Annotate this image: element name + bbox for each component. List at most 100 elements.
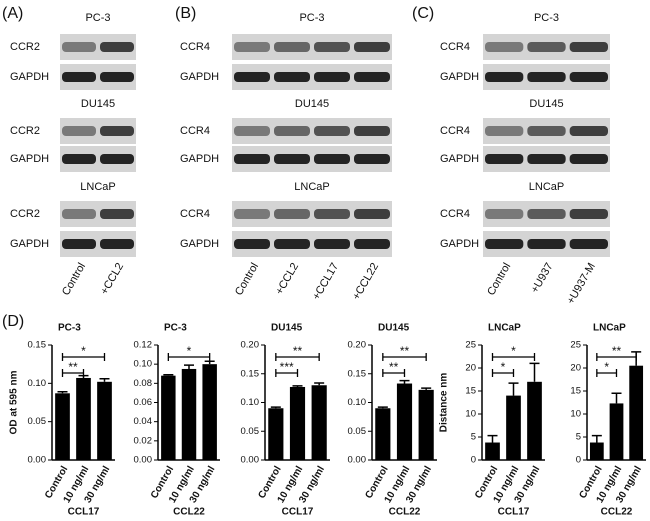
lane-label: Control <box>233 261 261 298</box>
y-tick-label: 0.00 <box>241 455 260 466</box>
significance-bracket <box>596 369 618 377</box>
blot-band <box>354 209 390 219</box>
chart-title: LNCaP <box>488 323 521 334</box>
significance-label: ** <box>68 360 78 374</box>
y-tick-label: 10 <box>465 409 476 420</box>
blot-band <box>62 209 96 219</box>
blot-band <box>527 42 566 52</box>
y-tick-label: 0.04 <box>134 416 153 427</box>
protein-label: CCR4 <box>440 41 470 53</box>
significance-label: * <box>604 360 609 374</box>
bar <box>485 442 500 460</box>
panel-label: (D) <box>2 313 24 330</box>
lane-label: +CCL2 <box>273 261 301 297</box>
blot-band <box>100 72 134 82</box>
lane-label: +U937 <box>529 261 556 295</box>
chart-title: DU145 <box>271 323 303 334</box>
significance-label: * <box>187 344 192 358</box>
protein-label: CCR4 <box>440 208 470 220</box>
chart-title: PC-3 <box>58 323 81 334</box>
significance-label: * <box>511 344 516 358</box>
x-axis-label: CCL22 <box>601 507 633 518</box>
y-tick-label: 0.10 <box>348 397 367 408</box>
error-bar <box>377 406 388 409</box>
cell-line-label: PC-3 <box>534 12 559 24</box>
blot-band <box>234 126 270 136</box>
y-axis-label: OD at 595 nm <box>9 370 20 434</box>
error-bar <box>163 373 174 376</box>
bar <box>202 364 217 460</box>
blot-band <box>234 154 270 164</box>
protein-label: GAPDH <box>440 238 479 250</box>
error-bar <box>421 387 432 390</box>
y-tick-label: 0.00 <box>134 455 153 466</box>
blot-band <box>100 126 134 136</box>
chart-title: DU145 <box>378 323 410 334</box>
blot-band <box>354 126 390 136</box>
y-tick-label: 20 <box>570 363 581 374</box>
error-bar <box>399 379 410 384</box>
bar <box>609 403 624 460</box>
protein-label: GAPDH <box>180 238 219 250</box>
lane-label: +CCL2 <box>98 261 126 297</box>
protein-label: GAPDH <box>180 71 219 83</box>
protein-label: GAPDH <box>10 153 49 165</box>
blot-band <box>100 154 134 164</box>
panel-label: (C) <box>412 5 434 22</box>
bar <box>589 442 604 460</box>
blot-band <box>274 239 310 249</box>
cell-line-label: DU145 <box>295 98 329 110</box>
blot-band <box>527 209 566 219</box>
blot-band <box>354 154 390 164</box>
blot-band <box>234 239 270 249</box>
error-bar <box>204 360 215 365</box>
bar <box>268 408 284 460</box>
blot-band <box>314 42 350 52</box>
protein-label: CCR2 <box>10 208 40 220</box>
lane-label: Control <box>485 261 513 298</box>
blot-band <box>274 154 310 164</box>
blot-band <box>100 42 134 52</box>
blot-band <box>354 72 390 82</box>
y-tick-label: 0.20 <box>348 340 367 351</box>
significance-label: ** <box>389 360 399 374</box>
cell-line-label: LNCaP <box>529 181 564 193</box>
blot-band <box>62 126 96 136</box>
protein-label: CCR4 <box>180 125 210 137</box>
blot-band <box>569 126 608 136</box>
error-bar <box>270 406 281 409</box>
y-tick-label: 0.05 <box>28 416 47 427</box>
significance-bracket <box>167 353 211 361</box>
blot-band <box>485 126 524 136</box>
blot-band <box>314 154 350 164</box>
blot-band <box>62 239 96 249</box>
significance-bracket <box>61 353 106 361</box>
panel-label: (A) <box>2 5 23 22</box>
blot-band <box>527 239 566 249</box>
blot-band <box>485 42 524 52</box>
significance-bracket <box>382 369 406 377</box>
significance-bracket <box>275 369 299 377</box>
y-tick-label: 0.06 <box>134 397 153 408</box>
y-axis-label: Distance nm <box>439 373 450 433</box>
y-tick-label: 25 <box>570 340 581 351</box>
cell-line-label: LNCaP <box>80 181 115 193</box>
error-bar <box>314 382 325 386</box>
y-tick-label: 25 <box>465 340 476 351</box>
bar <box>97 381 112 460</box>
cell-line-label: DU145 <box>529 98 563 110</box>
x-axis-label: CCL17 <box>282 507 314 518</box>
x-axis-label: CCL17 <box>68 507 100 518</box>
blot-band <box>569 154 608 164</box>
blot-band <box>485 72 524 82</box>
y-tick-label: 0.05 <box>241 426 260 437</box>
significance-bracket <box>596 353 637 361</box>
significance-label: ** <box>293 344 303 358</box>
blot-band <box>314 126 350 136</box>
blot-band <box>527 154 566 164</box>
panel-label: (B) <box>175 5 196 22</box>
bar <box>629 365 644 460</box>
blot-band <box>274 42 310 52</box>
